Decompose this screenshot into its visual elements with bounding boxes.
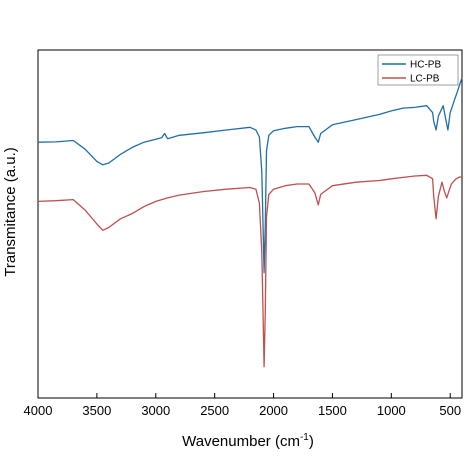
x-axis-ticks: 4000 3500 3000 2500 2000 1500 1000 500 bbox=[24, 393, 461, 418]
x-tick-label: 500 bbox=[439, 403, 461, 418]
x-tick-label: 3500 bbox=[82, 403, 111, 418]
x-axis-title: Wavenumber (cm-1) bbox=[182, 432, 314, 450]
series-line-lc-pb bbox=[37, 174, 462, 368]
x-axis-title-superscript: -1 bbox=[300, 432, 309, 443]
series-line-hc-pb bbox=[37, 77, 463, 274]
legend-label: LC-PB bbox=[410, 74, 440, 85]
x-tick-label: 2500 bbox=[200, 403, 229, 418]
x-tick-label: 4000 bbox=[24, 403, 53, 418]
x-tick-label: 1000 bbox=[377, 403, 406, 418]
x-tick-label: 3000 bbox=[141, 403, 170, 418]
y-axis-title: Transmitance (a.u.) bbox=[2, 147, 19, 277]
series-layer bbox=[37, 77, 463, 368]
x-axis-title-close: ) bbox=[309, 433, 314, 450]
plot-frame bbox=[37, 49, 463, 399]
legend-box bbox=[377, 54, 459, 86]
x-tick-label: 1500 bbox=[318, 403, 347, 418]
legend-label: HC-PB bbox=[410, 60, 441, 71]
legend: HC-PB LC-PB bbox=[377, 54, 459, 86]
x-tick-label: 2000 bbox=[259, 403, 288, 418]
